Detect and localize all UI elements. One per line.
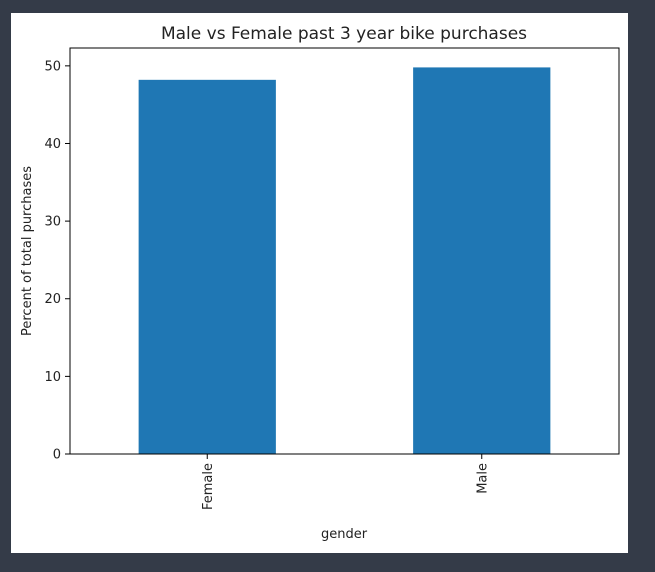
- bar-chart: 0 10 20 30 40 50 Female Male Male vs Female pa…: [20, 24, 620, 542]
- bars-group: [138, 67, 551, 455]
- plot-frame: [69, 47, 620, 455]
- y-axis-label: Percent of total purchases: [20, 166, 35, 336]
- y-axis: 0 10 20 30 40 50: [44, 59, 70, 463]
- x-tick-label-female: Female: [201, 463, 216, 510]
- x-axis-label: gender: [321, 527, 368, 542]
- bar-male: [413, 67, 551, 455]
- x-axis: Female Male: [201, 454, 490, 510]
- bar-female: [138, 79, 276, 455]
- y-tick-label: 10: [44, 370, 61, 385]
- chart-title: Male vs Female past 3 year bike purchase…: [161, 24, 527, 44]
- y-tick-label: 40: [44, 137, 61, 152]
- y-tick-label: 0: [53, 448, 61, 463]
- y-tick-label: 50: [44, 59, 61, 74]
- chart-figure: 0 10 20 30 40 50 Female Male Male vs Female pa…: [11, 13, 628, 553]
- x-tick-label-male: Male: [475, 463, 490, 494]
- y-tick-label: 20: [44, 292, 61, 307]
- y-tick-label: 30: [44, 215, 61, 230]
